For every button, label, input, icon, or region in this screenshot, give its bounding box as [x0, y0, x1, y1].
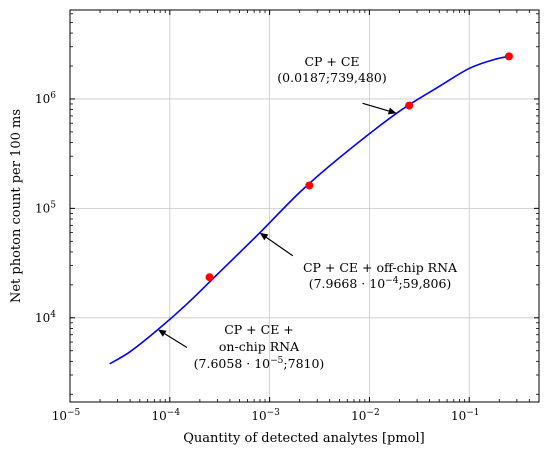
data-point-marker — [504, 52, 513, 61]
x-tick-label-base: 10 — [152, 409, 167, 423]
x-tick-label-exponent: −4 — [167, 408, 181, 418]
x-axis-title: Quantity of detected analytes [pmol] — [183, 431, 424, 446]
y-tick-label: 104 — [35, 310, 56, 325]
data-point-marker — [205, 273, 214, 282]
x-tick-label-exponent: −3 — [267, 408, 281, 418]
data-point-marker — [405, 101, 414, 110]
y-tick-label-base: 10 — [35, 201, 50, 215]
x-tick-label: 10−1 — [451, 408, 480, 423]
y-tick-label-exponent: 4 — [50, 310, 56, 320]
x-tick-label: 10−5 — [52, 408, 81, 423]
annotation-arrow-head — [387, 107, 397, 115]
x-tick-label-base: 10 — [351, 409, 366, 423]
grid-lines — [69, 10, 539, 402]
annotation-arrow-line — [164, 333, 188, 349]
annotation-arrow-head — [157, 329, 167, 337]
annotation-offchip-value-end: ;59,806) — [398, 276, 451, 291]
annotation-offchip-value: (7.9668 · 10 — [309, 276, 385, 291]
x-tick-label: 10−4 — [152, 408, 181, 423]
plot-frame — [69, 9, 540, 403]
annotation-onchip-line2: on-chip RNA — [219, 339, 300, 354]
x-tick-label-exponent: −5 — [67, 408, 81, 418]
y-tick-label-base: 10 — [35, 92, 50, 106]
data-point-marker — [305, 181, 314, 190]
annotation-arrow-head — [259, 232, 269, 241]
annotation-offchip-exp: −4 — [385, 276, 399, 286]
annotation-arrow-line — [265, 236, 294, 257]
y-tick-label-exponent: 5 — [50, 200, 56, 210]
annotation-cpce-line2: (0.0187;739,480) — [277, 70, 386, 85]
y-tick-label-base: 10 — [35, 311, 50, 325]
y-tick-label: 106 — [35, 91, 56, 106]
x-tick-label: 10−3 — [251, 408, 280, 423]
y-tick-label-exponent: 6 — [50, 91, 56, 101]
annotation-onchip-line1: CP + CE + — [224, 322, 294, 337]
annotation-onchip-line3: (7.6058 · 10−5;7810) — [194, 356, 325, 371]
x-tick-label-exponent: −1 — [466, 408, 479, 418]
x-tick-label-base: 10 — [52, 409, 67, 423]
annotation-cpce-line1: CP + CE — [304, 54, 359, 69]
annotation-onchip-value: (7.6058 · 10 — [194, 356, 270, 371]
annotation-layer: CP + CE (0.0187;739,480) CP + CE + off-c… — [157, 54, 458, 371]
series-layer — [109, 52, 513, 365]
y-axis-title: Net photon count per 100 ms — [9, 109, 24, 303]
annotation-arrow-line — [362, 102, 390, 112]
x-tick-label-base: 10 — [251, 409, 266, 423]
annotation-offchip-line1: CP + CE + off-chip RNA — [303, 260, 458, 275]
annotation-onchip-exp: −5 — [270, 356, 284, 366]
annotation-onchip-value-end: ;7810) — [283, 356, 324, 371]
x-tick-label-base: 10 — [451, 409, 466, 423]
x-tick-label: 10−2 — [351, 408, 380, 423]
x-tick-label-exponent: −2 — [366, 408, 379, 418]
annotation-offchip-line2: (7.9668 · 10−4;59,806) — [309, 276, 452, 291]
y-tick-label: 105 — [35, 200, 56, 215]
fit-curve-line — [109, 55, 510, 365]
